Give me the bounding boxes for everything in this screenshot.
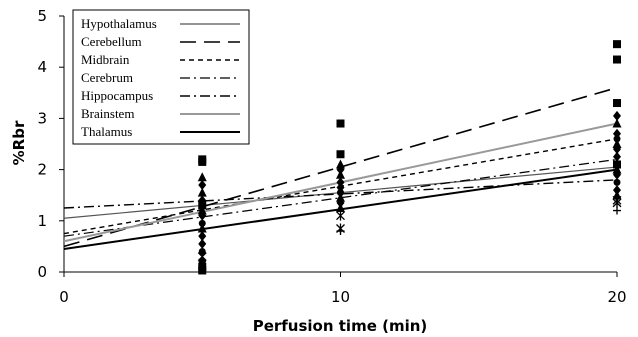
trendline-hippocampus [63, 179, 618, 209]
data-point-triangle [197, 223, 207, 233]
data-point-circle [337, 189, 344, 197]
data-point-diamond [613, 144, 621, 155]
y-tick-label: 1 [37, 212, 47, 230]
data-point-star [612, 197, 622, 208]
data-point-diamond [198, 179, 207, 190]
data-point-diamond [336, 177, 345, 188]
data-point-triangle [612, 118, 622, 128]
data-point-plus [336, 227, 345, 236]
data-point-circle [613, 135, 621, 143]
data-point-diamond [613, 151, 621, 162]
data-point-diamond [336, 197, 345, 208]
y-tick-label: 4 [37, 58, 47, 76]
data-point-square [613, 99, 621, 108]
data-point-triangle [336, 192, 345, 202]
x-tick-label: 10 [331, 288, 350, 306]
data-point-plus [613, 206, 621, 215]
legend-label: Hippocampus [81, 88, 153, 103]
data-point-square [336, 119, 345, 128]
data-point-circle [198, 248, 206, 256]
legend-label: Brainstem [81, 106, 134, 121]
data-point-diamond [198, 231, 207, 242]
legend-label: Cerebellum [81, 34, 142, 49]
data-point-square [198, 157, 207, 166]
data-point-triangle [197, 205, 207, 215]
data-point-star [336, 210, 345, 221]
y-axis-label: %Rbr [10, 120, 28, 165]
data-point-triangle [197, 187, 207, 197]
x-tick-label: 20 [607, 288, 626, 306]
legend-label: Hypothalamus [81, 16, 157, 31]
trendline-cerebrum [63, 158, 618, 237]
data-point-square [198, 266, 207, 275]
data-point-diamond [198, 238, 207, 249]
data-points [197, 40, 622, 275]
x-tick-label: 0 [59, 288, 69, 306]
data-point-triangle [612, 190, 622, 200]
y-tick-label: 3 [37, 109, 47, 127]
data-point-diamond [198, 210, 207, 221]
data-point-square [613, 40, 621, 49]
data-point-square [336, 150, 345, 159]
y-tick-label: 0 [37, 263, 47, 281]
legend-label: Thalamus [81, 124, 132, 139]
x-axis-label: Perfusion time (min) [253, 317, 428, 335]
legend: Hypothalamus Cerebellum Midbrain Cerebrum Hi… [72, 9, 250, 145]
legend-label: Midbrain [81, 52, 130, 67]
data-point-triangle [336, 159, 345, 169]
data-point-circle [613, 178, 621, 186]
ticks: 0 1 2 3 4 5 0 10 20 [37, 7, 626, 306]
data-point-triangle [336, 203, 345, 212]
data-point-circle [198, 219, 206, 227]
data-point-square [613, 55, 621, 64]
data-point-diamond [336, 164, 345, 175]
data-point-triangle [197, 172, 207, 182]
legend-label: Cerebrum [81, 70, 133, 85]
data-point-diamond [613, 169, 621, 180]
data-point-diamond [613, 110, 621, 121]
y-tick-label: 5 [37, 7, 47, 25]
data-point-triangle [612, 164, 622, 174]
data-point-triangle [336, 169, 345, 179]
legend-box [72, 9, 250, 145]
data-point-square [613, 160, 621, 169]
data-point-square [198, 201, 207, 210]
data-point-triangle [612, 139, 622, 148]
y-tick-label: 2 [37, 161, 47, 179]
data-point-diamond [613, 185, 621, 196]
